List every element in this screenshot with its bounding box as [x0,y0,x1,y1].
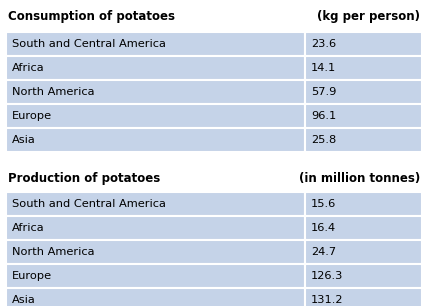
Bar [6,32,305,56]
Text: North America: North America [12,87,95,97]
Bar [6,80,305,104]
Text: Africa: Africa [12,223,45,233]
Text: Africa: Africa [12,63,45,73]
Bar [6,192,305,216]
Bar [6,288,305,306]
Bar [305,104,422,128]
Text: 16.4: 16.4 [311,223,336,233]
Bar [305,264,422,288]
Text: 57.9: 57.9 [311,87,336,97]
Text: Consumption of potatoes: Consumption of potatoes [8,10,175,23]
Text: Production of potatoes: Production of potatoes [8,172,160,185]
Text: (kg per person): (kg per person) [317,10,420,23]
Text: Europe: Europe [12,271,52,281]
Text: 14.1: 14.1 [311,63,336,73]
Bar [305,216,422,240]
Text: 96.1: 96.1 [311,111,336,121]
Bar [305,128,422,152]
Text: 131.2: 131.2 [311,295,344,305]
Text: 23.6: 23.6 [311,39,336,49]
Text: Asia: Asia [12,295,36,305]
Bar [6,264,305,288]
Text: South and Central America: South and Central America [12,199,166,209]
Text: North America: North America [12,247,95,257]
Text: Asia: Asia [12,135,36,145]
Text: 126.3: 126.3 [311,271,343,281]
Bar [6,128,305,152]
Text: 15.6: 15.6 [311,199,336,209]
Text: South and Central America: South and Central America [12,39,166,49]
Bar [6,216,305,240]
Bar [6,240,305,264]
Bar [305,192,422,216]
Bar [305,80,422,104]
Text: Europe: Europe [12,111,52,121]
Text: 24.7: 24.7 [311,247,336,257]
Bar [305,56,422,80]
Text: (in million tonnes): (in million tonnes) [299,172,420,185]
Bar [6,56,305,80]
Bar [6,104,305,128]
Bar [305,32,422,56]
Bar [305,288,422,306]
Bar [305,240,422,264]
Text: 25.8: 25.8 [311,135,336,145]
